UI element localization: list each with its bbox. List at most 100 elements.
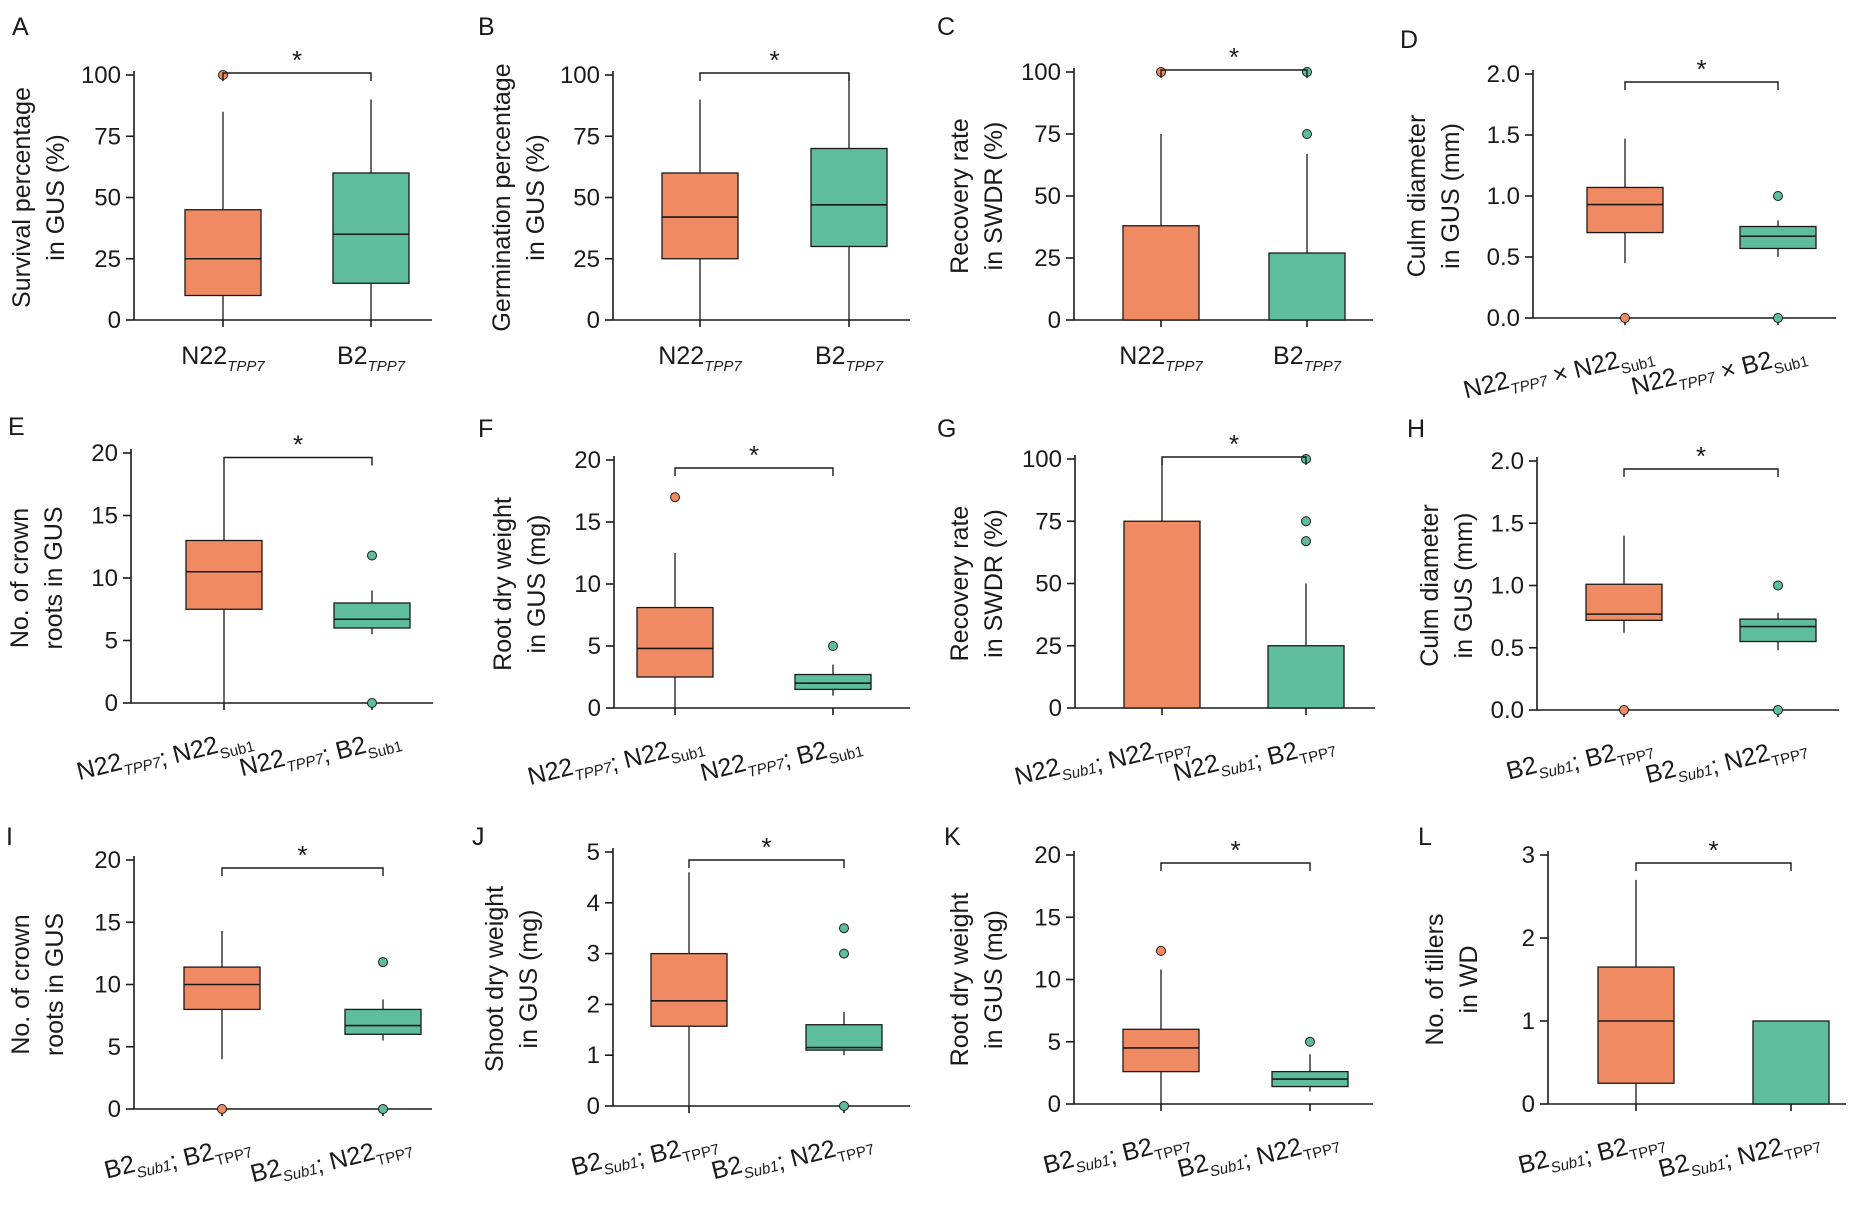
y-tick-label: 10 xyxy=(1034,967,1061,994)
y-axis-label: in GUS (mg) xyxy=(980,910,1008,1049)
box-2 xyxy=(1268,67,1346,321)
y-tick-label: 2.0 xyxy=(1491,448,1524,475)
y-tick-label: 15 xyxy=(574,509,601,536)
significance-bracket xyxy=(222,72,372,81)
box-1 xyxy=(661,99,739,320)
x-category-label: B2TPP7 xyxy=(1273,342,1342,375)
x-category-label: B2Sub1; N22TPP7 xyxy=(709,1119,877,1197)
y-tick-label: 2.0 xyxy=(1487,61,1520,88)
significance-marker: * xyxy=(297,840,307,870)
y-tick-label: 5 xyxy=(1048,1029,1061,1056)
x-category-label: N22TPP7 xyxy=(181,342,265,375)
box-1 xyxy=(1597,879,1675,1104)
panel-label: B xyxy=(478,13,495,41)
y-axis-label: No. of tillers xyxy=(1421,914,1449,1046)
x-category-label: B2Sub1; B2TPP7 xyxy=(1503,723,1656,798)
y-tick-label: 0 xyxy=(105,690,118,717)
significance-marker: * xyxy=(292,45,302,75)
x-category-label: B2Sub1; N22TPP7 xyxy=(248,1122,416,1200)
panel-k: K 0 5 10 15 20 Root dry weight in GUS (mg) * B2Su… xyxy=(944,823,1373,1195)
significance-marker: * xyxy=(761,832,771,862)
box-iqr xyxy=(1752,1020,1830,1105)
outlier-point xyxy=(828,641,838,651)
y-tick-label: 20 xyxy=(94,847,121,874)
y-tick-label: 0 xyxy=(108,1096,121,1123)
x-category-label: N22TPP7; B2Sub1 xyxy=(698,721,866,799)
panel-d: D 0.0 0.5 1.0 1.5 2.0 Culm diameter in GUS (mm)… xyxy=(1400,26,1836,404)
box-iqr xyxy=(1123,520,1201,709)
significance-bracket xyxy=(699,72,850,81)
outlier-point xyxy=(1773,580,1783,591)
box-1 xyxy=(650,872,728,1106)
y-axis-label: Culm diameter xyxy=(1416,504,1444,667)
y-axis-label: in SWDR (%) xyxy=(980,122,1008,271)
y-tick-label: 75 xyxy=(1034,121,1061,148)
panel-label: C xyxy=(937,13,955,41)
y-axis-label: Root dry weight xyxy=(489,497,517,671)
y-axis-label: Recovery rate xyxy=(946,118,974,274)
y-tick-label: 0 xyxy=(108,307,121,334)
y-tick-label: 50 xyxy=(1034,183,1061,210)
box-iqr xyxy=(332,172,410,284)
outlier-point xyxy=(1620,313,1630,323)
significance-marker: * xyxy=(1696,441,1706,471)
significance-marker: * xyxy=(1230,835,1240,865)
significance-marker: * xyxy=(749,440,759,470)
outlier-point xyxy=(367,698,377,708)
outlier-point xyxy=(378,957,388,968)
y-axis-label: in GUS (mm) xyxy=(1450,513,1478,659)
y-axis-label: roots in GUS xyxy=(40,506,68,649)
box-iqr xyxy=(1122,1028,1200,1073)
significance-bracket xyxy=(221,867,384,876)
outlier-point xyxy=(367,550,377,561)
y-tick-label: 25 xyxy=(573,246,600,273)
x-category-label: N22Sub1; B2TPP7 xyxy=(1171,721,1339,799)
box-1 xyxy=(1123,459,1201,709)
significance-bracket xyxy=(223,456,373,466)
outlier-point xyxy=(1773,705,1783,715)
box-iqr xyxy=(183,966,261,1011)
x-category-label: B2Sub1; N22TPP7 xyxy=(1175,1117,1343,1195)
y-tick-label: 2 xyxy=(587,991,600,1018)
y-tick-label: 75 xyxy=(1035,508,1062,535)
y-tick-label: 1 xyxy=(587,1042,600,1069)
panel-g: G 0 25 50 75 100 Recovery rate in SWDR (%) * N22S… xyxy=(937,415,1375,799)
y-tick-label: 0.0 xyxy=(1487,305,1520,332)
y-tick-label: 75 xyxy=(573,123,600,150)
box-2 xyxy=(1267,454,1345,709)
panel-label: I xyxy=(6,823,13,851)
y-axis-label: in GUS (mg) xyxy=(515,910,543,1049)
significance-marker: * xyxy=(1696,54,1706,84)
outlier-point xyxy=(839,948,849,959)
y-tick-label: 0 xyxy=(1048,307,1061,334)
x-category-label: B2TPP7 xyxy=(815,342,884,375)
significance-bracket xyxy=(674,467,834,476)
y-tick-label: 100 xyxy=(1021,59,1061,86)
x-category-label: N22TPP7 xyxy=(658,342,742,375)
y-axis-label: in GUS (%) xyxy=(42,134,70,260)
y-tick-label: 1 xyxy=(1522,1008,1535,1035)
box-iqr xyxy=(661,172,739,260)
panel-label: J xyxy=(472,823,485,851)
box-2 xyxy=(1739,191,1817,323)
y-tick-label: 0.0 xyxy=(1491,697,1524,724)
y-axis-label: roots in GUS xyxy=(41,913,69,1056)
y-tick-label: 20 xyxy=(91,440,118,467)
significance-bracket xyxy=(1624,81,1779,90)
panel-l: L 0 1 2 3 No. of tillers in WD * B2Sub1; B2TPP7B… xyxy=(1418,823,1846,1183)
outlier-point xyxy=(217,1104,227,1114)
box-iqr xyxy=(650,952,728,1027)
y-axis-label: in WD xyxy=(1455,945,1483,1013)
y-tick-label: 100 xyxy=(81,62,121,89)
outlier-point xyxy=(670,492,680,503)
outlier-point xyxy=(1156,945,1166,956)
y-tick-label: 25 xyxy=(1035,633,1062,660)
y-axis-label: Germination percentage xyxy=(488,63,516,331)
box-iqr xyxy=(810,147,888,248)
panel-label: F xyxy=(478,415,493,443)
panel-label: A xyxy=(12,13,29,41)
panel-b: B 0 25 50 75 100 Germination percentage in GUS … xyxy=(478,13,910,375)
x-category-label: B2Sub1; B2TPP7 xyxy=(568,1119,721,1194)
panel-e: E 0 5 10 15 20 No. of crown roots in GUS * N22TPP… xyxy=(6,413,433,786)
